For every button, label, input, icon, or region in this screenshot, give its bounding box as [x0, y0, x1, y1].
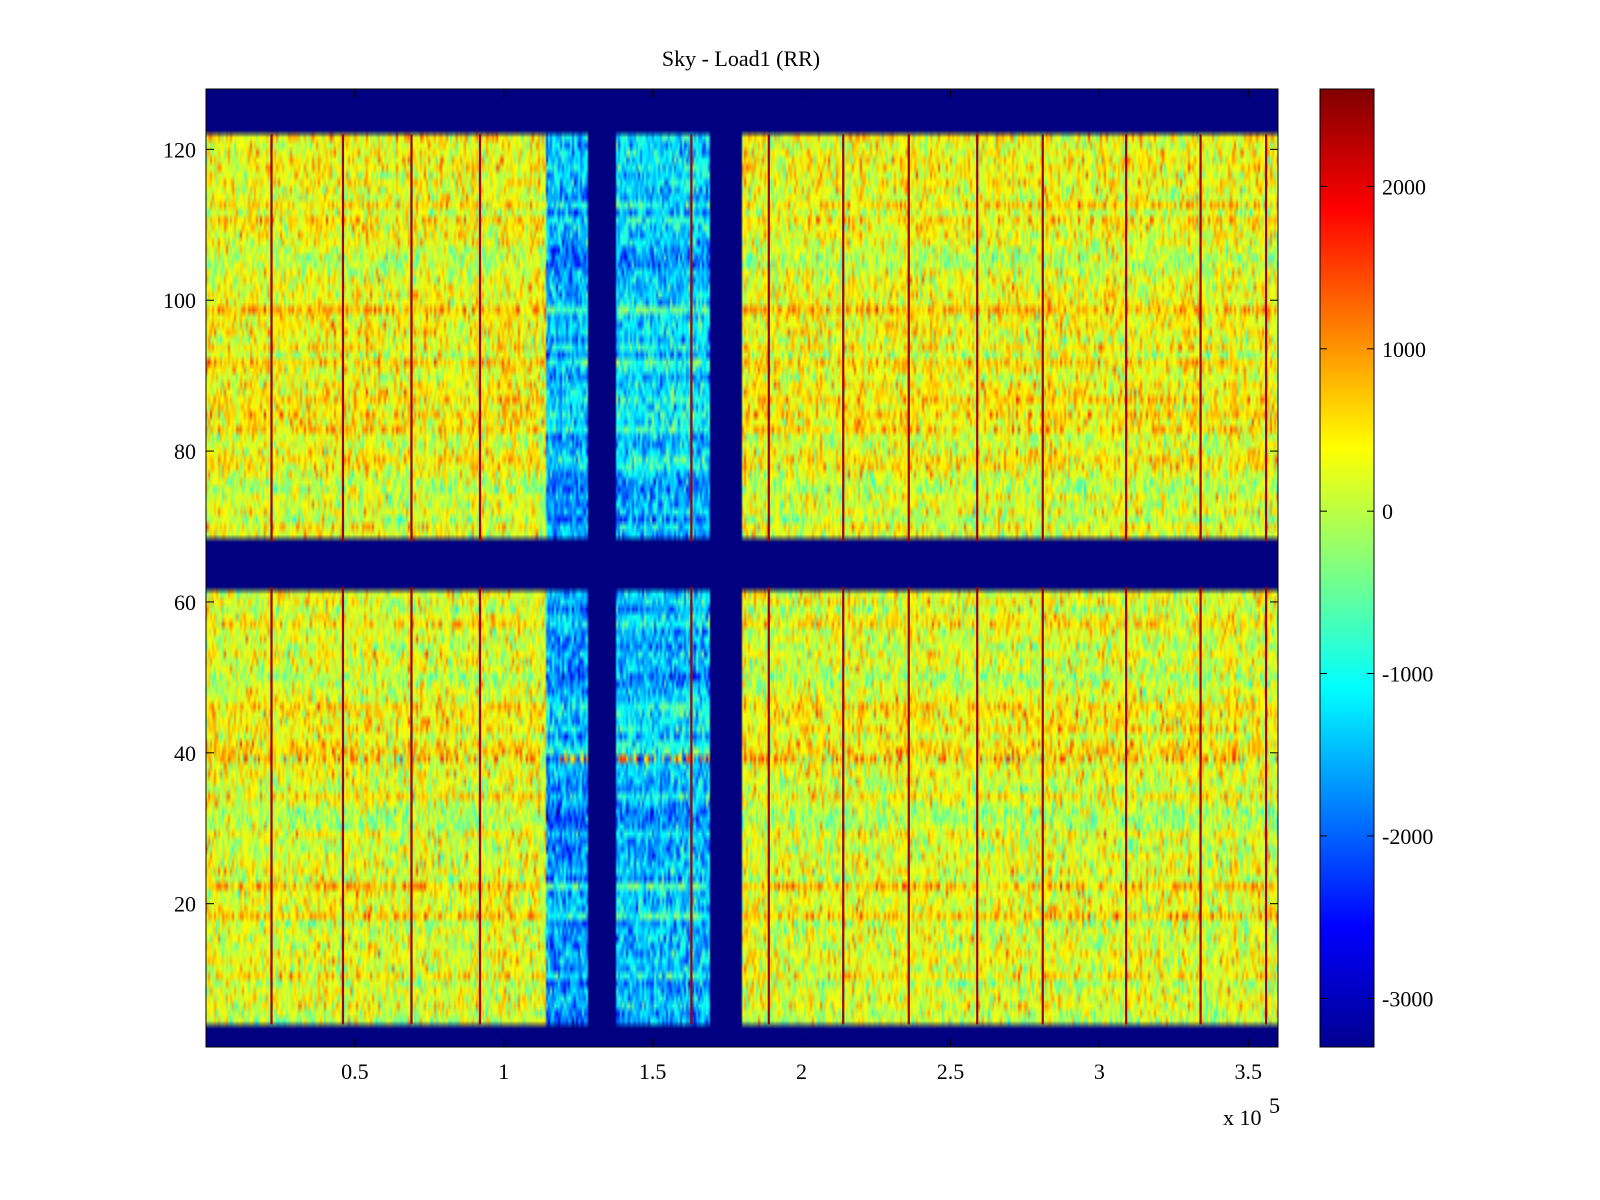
- plot-frame: [205, 88, 1279, 1048]
- y-tick-label: 40: [174, 741, 196, 766]
- colorbar-tick-label: 2000: [1382, 174, 1426, 199]
- x-tick-label: 3.5: [1234, 1059, 1262, 1084]
- x-axis: 0.5 1 1.5 2 2.5 3 3.5: [341, 89, 1262, 1084]
- colorbar-tick-label: -3000: [1382, 986, 1433, 1011]
- colorbar-tick-label: -2000: [1382, 824, 1433, 849]
- x-tick-label: 2: [796, 1059, 807, 1084]
- heatmap-image: [206, 89, 1278, 1047]
- y-tick-label: 20: [174, 892, 196, 917]
- y-tick-label: 120: [163, 137, 196, 162]
- x-tick-label: 1: [498, 1059, 509, 1084]
- colorbar-tick-label: 0: [1382, 499, 1393, 524]
- x-tick-label: 0.5: [341, 1059, 369, 1084]
- y-tick-label: 60: [174, 590, 196, 615]
- colorbar-axis: -3000 -2000 -1000 0 1000 2000: [1320, 174, 1433, 1011]
- x-multiplier-exponent: 5: [1269, 1093, 1280, 1118]
- colorbar: [1319, 88, 1375, 1048]
- x-tick-label: 2.5: [937, 1059, 965, 1084]
- y-tick-label: 80: [174, 439, 196, 464]
- x-tick-label: 1.5: [639, 1059, 667, 1084]
- x-multiplier-label: x 10: [1223, 1105, 1262, 1130]
- y-tick-label: 100: [163, 288, 196, 313]
- heatmap-overlay: [270, 134, 1268, 1025]
- colorbar-tick-label: -1000: [1382, 662, 1433, 687]
- y-axis: 20 40 60 80 100 120: [163, 137, 1278, 917]
- colorbar-tick-label: 1000: [1382, 337, 1426, 362]
- x-tick-label: 3: [1094, 1059, 1105, 1084]
- chart-title: Sky - Load1 (RR): [662, 46, 820, 71]
